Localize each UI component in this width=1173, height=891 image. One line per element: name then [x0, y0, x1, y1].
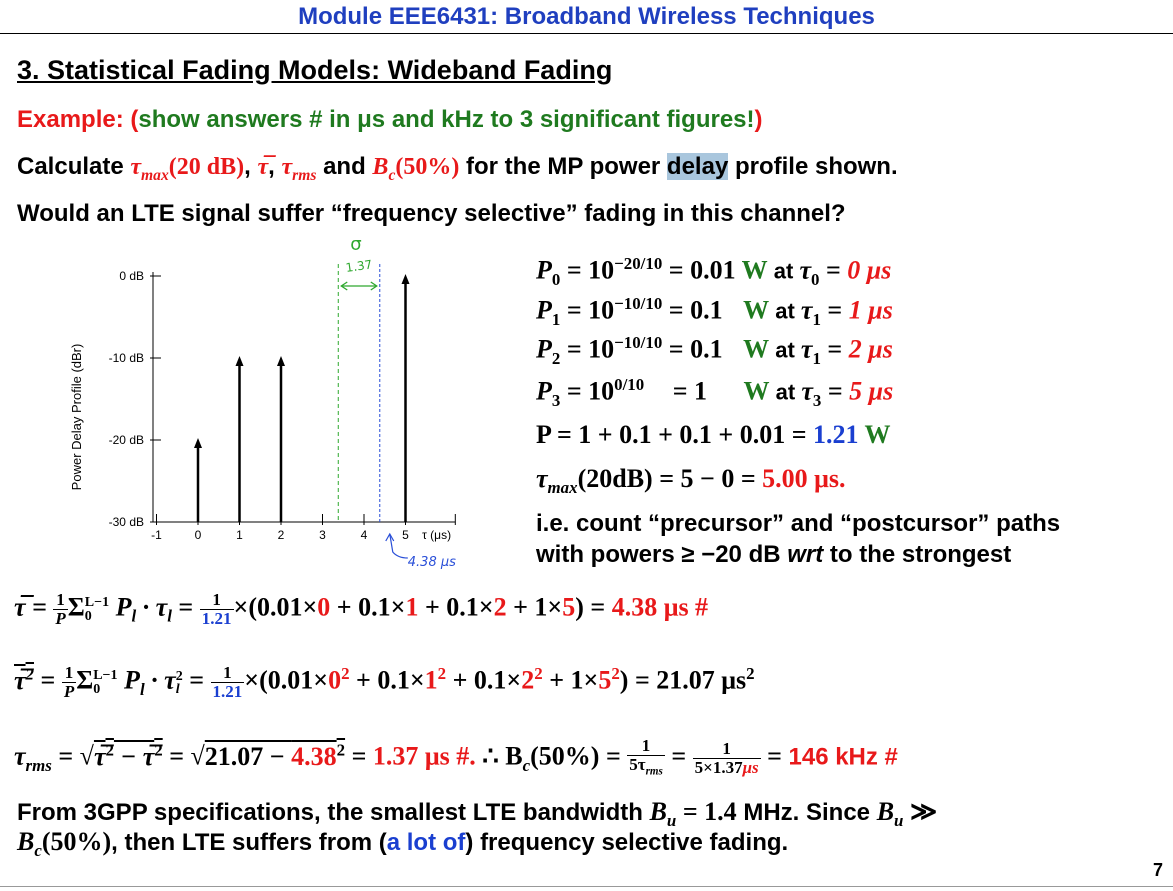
power-eq-1: P1 = 10−10/10 = 0.1 W at τ1 = 1 μs — [536, 294, 893, 329]
section-title: 3. Statistical Fading Models: Wideband F… — [17, 55, 613, 85]
calc-highlight: delay — [666, 153, 729, 180]
sigma-value: 1.37 — [345, 257, 373, 275]
header-title: Module EEE6431: Broadband Wireless Techn… — [298, 3, 875, 30]
stem-arrowhead — [401, 274, 410, 284]
x-tick-label: 0 — [195, 528, 202, 542]
mean-annotation-arrowhead — [385, 532, 395, 542]
conclusion-line1: From 3GPP specifications, the smallest L… — [17, 797, 938, 831]
header-divider — [0, 33, 1173, 34]
stem-arrowhead — [235, 356, 244, 366]
conclusion-line2: Bc(50%), then LTE suffers from (a lot of… — [17, 827, 789, 861]
y-tick-label: 0 dB — [119, 269, 144, 283]
footer-divider — [0, 886, 1173, 887]
calc-tau-max: τmax(20 dB) — [130, 154, 245, 184]
y-tick-label: -20 dB — [109, 433, 144, 447]
total-power-eq: P = 1 + 0.1 + 0.1 + 0.01 = 1.21 W — [536, 420, 891, 449]
stem-arrowhead — [277, 356, 285, 366]
x-tick-label: 1 — [236, 528, 243, 542]
precursor-line1: i.e. count “precursor” and “postcursor” … — [536, 510, 1061, 537]
calc-and: and — [316, 153, 373, 180]
calc-sep1: , — [244, 153, 258, 180]
x-tick-label: -1 — [151, 528, 162, 542]
page-number: 7 — [1152, 860, 1163, 880]
x-tick-label: 4 — [361, 528, 368, 542]
sigma-arrow-right — [370, 281, 378, 291]
y-tick-label: -30 dB — [109, 515, 144, 529]
mean-annotation-arrow — [389, 533, 408, 559]
power-eq-2: P2 = 10−10/10 = 0.1 W at τ1 = 2 μs — [536, 333, 893, 368]
example-line: Example: (show answers # in μs and kHz t… — [17, 106, 763, 134]
calc-bc: Bc(50%) — [372, 154, 460, 184]
tau-max-eq: τmax(20dB) = 5 − 0 = 5.00 μs. — [536, 464, 846, 498]
y-tick-label: -10 dB — [109, 351, 144, 365]
rms-delay-eq: τrms = √τ̅2 − τ̅2 = √21.07 − 4.382 = 1.3… — [14, 736, 898, 778]
example-note: show answers # in μs and kHz to 3 signif… — [138, 106, 755, 133]
power-delay-profile-chart: 0 dB -10 dB -20 dB -30 dB -1 0 1 2 3 4 5 τ (μs) Powe… — [69, 234, 456, 570]
calc-sep2: , — [268, 153, 282, 180]
calculate-line: Calculate τmax(20 dB), τ̅, τrms and Bc(5… — [17, 153, 898, 185]
question-line: Would an LTE signal suffer “frequency se… — [17, 200, 846, 227]
precursor-line2: with powers ≥ −20 dB wrt to the stronges… — [536, 541, 1012, 568]
calc-tau-rms: τrms — [281, 154, 317, 184]
example-close: ) — [754, 106, 763, 133]
x-tick-label: 5 — [402, 528, 409, 542]
mean-delay-label: 4.38 μs — [408, 555, 456, 570]
x-tick-label: 3 — [319, 528, 326, 542]
calc-tau-bar: τ̅ — [257, 154, 269, 180]
y-axis-label: Power Delay Profile (dBr) — [69, 344, 84, 491]
power-eq-3: P3 = 100/10 = 1 W at τ3 = 5 μs — [536, 375, 894, 410]
calc-word2: for the MP power — [459, 153, 667, 180]
calc-word3: profile shown. — [728, 153, 898, 180]
x-tick-label: 2 — [278, 528, 285, 542]
example-label: Example: ( — [17, 106, 139, 133]
sigma-arrow-left — [340, 281, 348, 291]
x-axis-label: τ (μs) — [422, 528, 451, 542]
power-eq-0: P0 = 10−20/10 = 0.01 W at τ0 = 0 μs — [536, 254, 892, 289]
calc-word: Calculate — [17, 153, 131, 180]
stem-arrowhead — [194, 438, 202, 448]
sigma-symbol: σ — [350, 234, 361, 255]
mean-delay-eq: τ̅ = 1 P Σ L−1 0 Pl · τl = 1 1.21 ×(0.01×0 + 0… — [14, 590, 709, 628]
